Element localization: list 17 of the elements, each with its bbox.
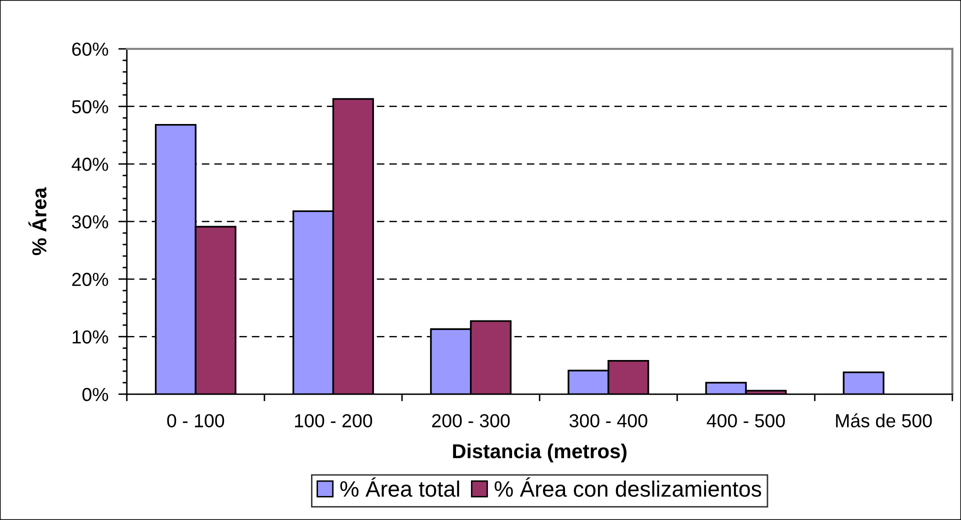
x-tick-label: 200 - 300 [432,414,510,428]
y-tick-label: 10% [72,330,108,344]
x-tick-label: 400 - 500 [706,414,785,428]
y-tick-label: 20% [72,272,108,286]
y-tick-label: 0% [82,388,108,402]
legend-label: % Área con deslizamientos [494,477,762,497]
y-tick-label: 60% [72,42,108,56]
x-tick-label: 0 - 100 [167,414,224,428]
x-tick-label: 100 - 200 [295,414,372,428]
y-tick-label: 40% [72,158,108,171]
legend-label: % Área total [340,477,460,497]
y-tick-label: 30% [72,215,108,228]
y-tick-label: 50% [72,100,108,114]
x-tick-label: 300 - 400 [569,414,648,428]
y-axis-title: % Área [28,187,46,256]
x-axis-title: Distancia (metros) [453,444,626,462]
x-tick-label: Más de 500 [836,413,932,428]
